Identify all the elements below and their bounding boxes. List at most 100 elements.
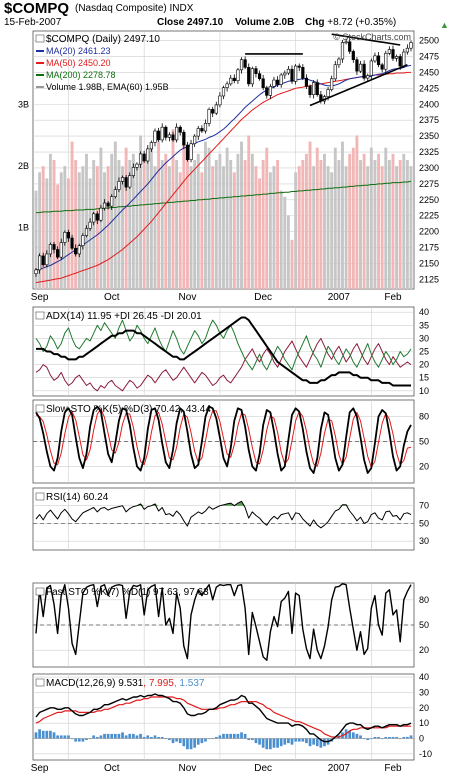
y-tick-label-price: 2125 [419, 274, 439, 284]
chg-label: Chg [305, 17, 325, 28]
candle-body [84, 228, 89, 236]
y-tick-label-price: 2175 [419, 243, 439, 253]
volume-bar [398, 160, 402, 289]
candle-body [261, 78, 265, 88]
candle-body [70, 237, 74, 249]
volume-bar [56, 184, 60, 289]
macd-histogram-bar [49, 730, 52, 739]
macd-histogram-bar [67, 735, 70, 739]
volume-bar [377, 153, 380, 289]
x-tick-label-price: 2007 [328, 292, 351, 303]
candle-body [247, 67, 251, 85]
macd-histogram-bar [135, 735, 139, 739]
volume-bar [196, 153, 200, 289]
macd-histogram-bar [351, 732, 355, 739]
y-tick-label-adx: 25 [419, 347, 429, 357]
volume-bar [167, 166, 171, 289]
x-tick-label-macd: 2007 [328, 763, 351, 774]
macd-histogram-bar [301, 738, 305, 742]
change-quote: Chg +8.72 (+0.35%) [305, 17, 396, 28]
candle-body [254, 68, 258, 74]
macd-histogram-bar [204, 738, 207, 742]
volume-bar [175, 160, 179, 289]
macd-histogram-bar [402, 736, 406, 739]
watermark: © StockCharts.com [333, 32, 411, 42]
candle-body [366, 75, 370, 79]
volume-value: 2.0B [273, 17, 295, 28]
macd-histogram-bar [45, 730, 49, 739]
candle-body [185, 144, 190, 160]
y-tick-label-price: 2475 [419, 51, 439, 61]
volume-bar [312, 166, 316, 289]
candle-body [326, 89, 330, 97]
macd-signal-line [35, 696, 411, 738]
volume-bar [41, 166, 45, 289]
volume-bar [70, 141, 74, 289]
macd-histogram-bar [128, 733, 132, 739]
close-quote: Close 2497.10 [157, 17, 223, 28]
macd-histogram-bar [110, 733, 114, 739]
volume-tick-label: 1B [18, 223, 29, 233]
candle-body [239, 59, 244, 71]
candle-body [211, 109, 215, 114]
fast-sto-k-line [35, 583, 412, 661]
candle-body [156, 130, 161, 141]
macd-histogram-bar [139, 733, 142, 739]
trendline [309, 64, 408, 107]
candle-body [117, 181, 121, 190]
y-tick-label-macd: 20 [419, 703, 429, 713]
volume-bar [391, 153, 395, 289]
y-tick-label-price: 2325 [419, 147, 439, 157]
volume-bar [52, 160, 56, 289]
macd-histogram-bar [232, 733, 236, 739]
volume-bar [373, 160, 377, 289]
candle-body [135, 163, 139, 168]
macd-histogram-bar [182, 738, 186, 747]
macd-histogram-bar [189, 738, 193, 750]
macd-histogram-bar [34, 732, 38, 739]
volume-bar [265, 147, 269, 289]
macd-histogram-bar [279, 738, 283, 747]
candle-body [294, 65, 298, 82]
candle-body [333, 64, 337, 80]
volume-bar [45, 178, 49, 289]
macd-histogram-bar [157, 736, 160, 739]
candle-body [279, 74, 283, 85]
candle-body [41, 255, 45, 266]
macd-title-part: , 1.537 [174, 678, 205, 689]
volume-bar [279, 190, 283, 289]
macd-histogram-bar [171, 738, 175, 744]
volume-bar [286, 215, 290, 289]
volume-bar [344, 166, 348, 289]
price-title: $COMPQ (Daily) 2497.10 [46, 34, 160, 45]
x-tick-label-macd: Dec [254, 763, 272, 774]
volume-bar [250, 153, 254, 289]
x-tick-label-macd: Feb [384, 763, 402, 774]
volume-bar [243, 160, 247, 289]
candle-body [214, 104, 218, 114]
y-tick-label-faststo: 80 [419, 595, 429, 605]
volume-bar [121, 166, 124, 289]
candle-body [218, 95, 222, 106]
volume-bar [74, 160, 78, 289]
macd-histogram-bar [229, 733, 233, 739]
macd-histogram-bar [312, 738, 315, 745]
slow-sto-d-line [35, 408, 412, 468]
volume-tick-label: 3B [18, 100, 29, 110]
volume-bar [103, 172, 106, 289]
volume-bar [214, 160, 218, 289]
candle-body [146, 148, 150, 162]
plus-di-line [35, 319, 412, 371]
candle-body [110, 196, 114, 207]
volume-bar [268, 172, 272, 289]
volume-bar [63, 166, 67, 289]
candle-body [297, 65, 301, 68]
candle-body [124, 177, 128, 188]
macd-histogram-bar [59, 735, 63, 739]
volume-bar [236, 153, 240, 289]
macd-title: MACD(12,26,9) 9.531, 7.995, 1.537 [46, 678, 205, 689]
macd-histogram-bar [355, 733, 359, 739]
candle-body [257, 73, 262, 80]
candle-body [171, 134, 175, 141]
